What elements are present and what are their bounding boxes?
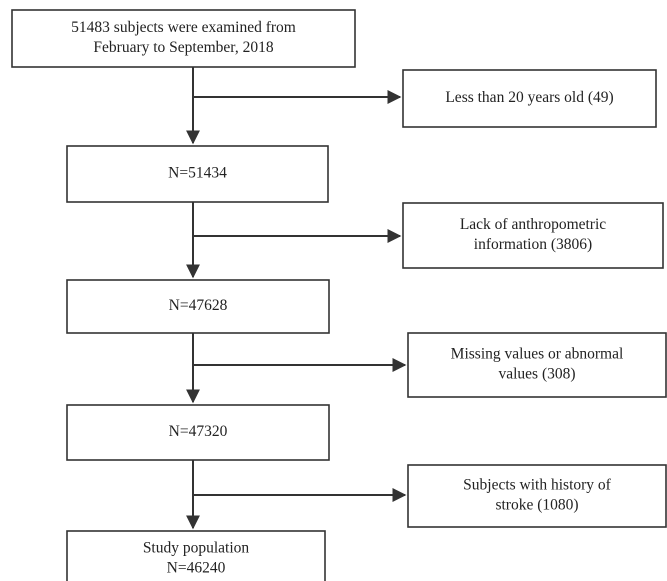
node xyxy=(66,404,330,461)
node xyxy=(11,9,356,68)
node-text: N=51434 xyxy=(168,165,227,182)
exclusion-text: Subjects with history of xyxy=(463,477,612,494)
exclusion-text: information (3806) xyxy=(474,236,592,253)
exclusion-text: values (308) xyxy=(498,366,575,383)
node-text: N=47320 xyxy=(169,423,228,440)
exclusion xyxy=(402,69,657,128)
node-text: 51483 subjects were examined from xyxy=(71,19,296,36)
node xyxy=(66,279,330,334)
exclusion-text: Missing values or abnormal xyxy=(451,346,624,363)
exclusion xyxy=(402,202,664,269)
node-text: N=46240 xyxy=(167,560,226,577)
exclusion-text: stroke (1080) xyxy=(495,497,578,514)
boxes: 51483 subjects were examined from Februar… xyxy=(11,9,667,581)
node-text: February to September, 2018 xyxy=(93,39,273,56)
exclusion xyxy=(407,332,667,398)
connectors xyxy=(186,67,407,530)
node xyxy=(66,530,326,581)
exclusion xyxy=(407,464,667,528)
node-text: Study population xyxy=(143,540,250,557)
exclusion-text: Lack of anthropometric xyxy=(460,216,606,233)
exclusion-text: Less than 20 years old (49) xyxy=(445,89,613,106)
node-text: N=47628 xyxy=(169,297,228,314)
node xyxy=(66,145,329,203)
